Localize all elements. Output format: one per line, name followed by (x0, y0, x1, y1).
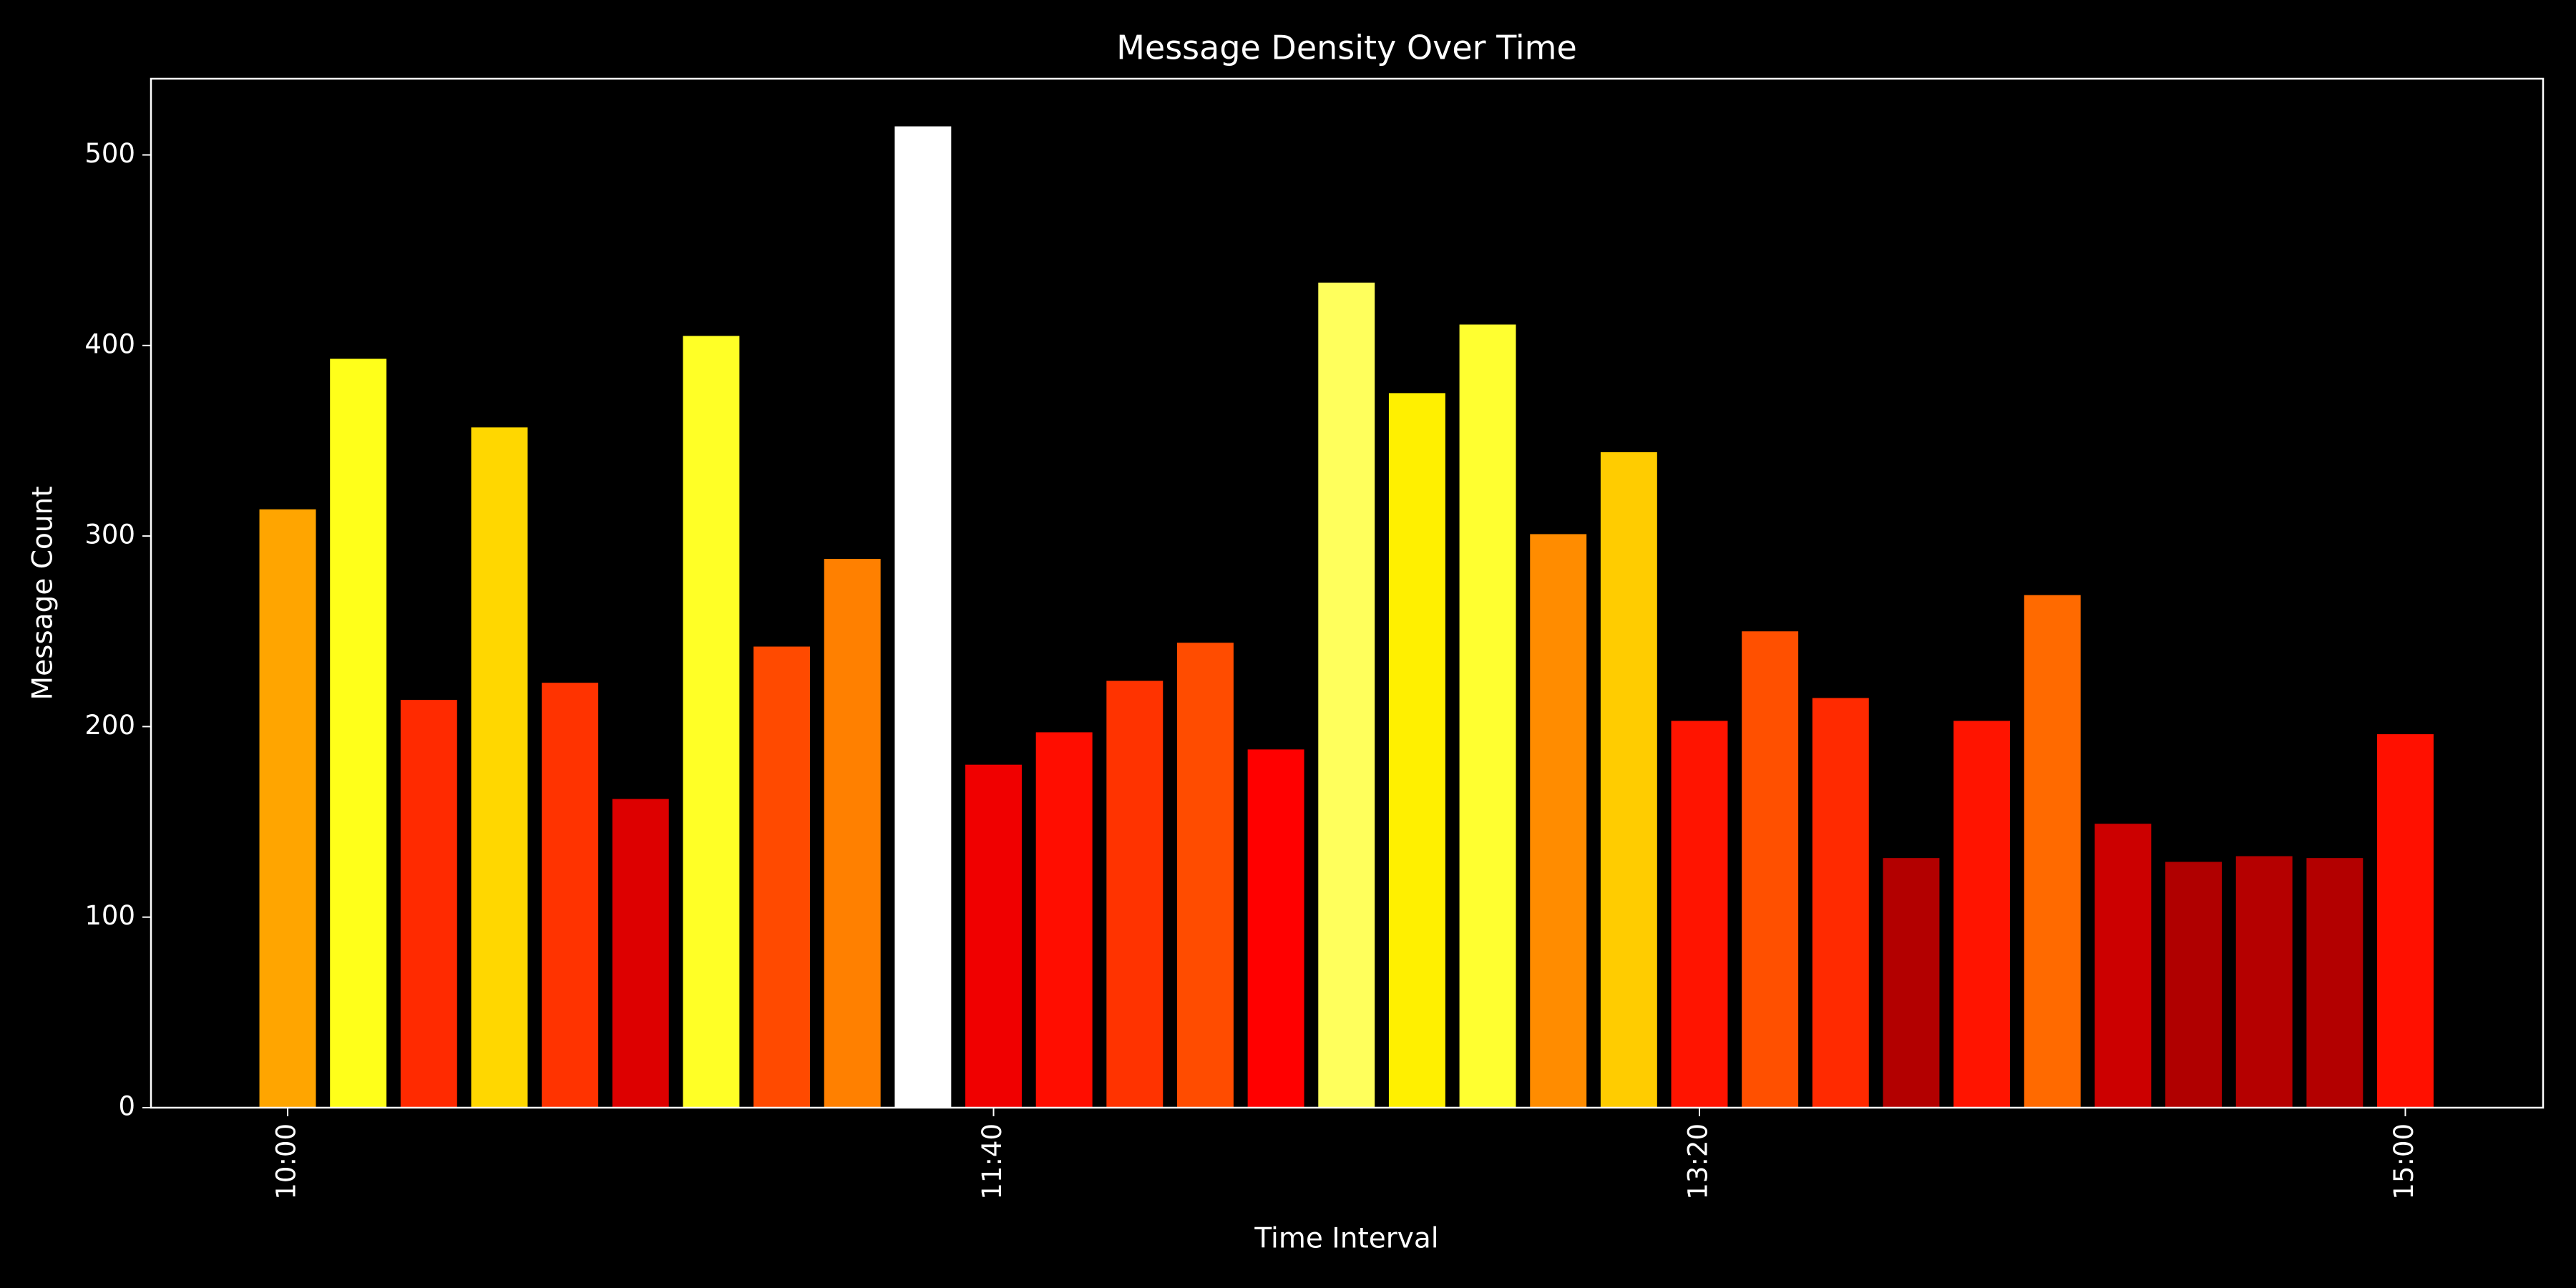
bar (753, 646, 811, 1108)
bar (2377, 734, 2434, 1108)
bar (1388, 393, 1445, 1108)
bar (824, 559, 881, 1108)
x-axis-label: Time Interval (1254, 1223, 1438, 1255)
chart-title: Message Density Over Time (1116, 29, 1577, 67)
bar (1459, 324, 1516, 1108)
bar (2094, 824, 2152, 1108)
bar (2165, 862, 2223, 1108)
bar (1035, 732, 1093, 1108)
bar (1671, 721, 1728, 1108)
x-tick-label: 11:40 (977, 1123, 1008, 1200)
bar (612, 799, 669, 1108)
bar (330, 358, 387, 1108)
bar (2306, 858, 2363, 1108)
y-tick-label: 0 (118, 1091, 135, 1122)
bar (1247, 749, 1304, 1108)
x-tick-label: 13:20 (1683, 1123, 1714, 1200)
y-axis-label: Message Count (27, 486, 59, 700)
plot-frame (150, 77, 2545, 1109)
bar (1812, 698, 1869, 1108)
bar (400, 700, 457, 1108)
bar (542, 683, 599, 1108)
bar (1176, 643, 1234, 1108)
y-tick-label: 400 (84, 328, 135, 359)
bar (1953, 721, 2011, 1108)
y-tick-label: 100 (84, 900, 135, 931)
bar (965, 764, 1022, 1108)
y-tick-label: 300 (84, 519, 135, 550)
bar (1530, 534, 1587, 1108)
x-tick-label: 10:00 (271, 1123, 302, 1200)
y-tick-label: 200 (84, 710, 135, 741)
bar (1106, 680, 1163, 1108)
bar (1318, 282, 1375, 1108)
y-tick-label: 500 (84, 138, 135, 169)
bar (2235, 856, 2293, 1108)
x-tick-label: 15:00 (2389, 1123, 2419, 1200)
bar (1600, 452, 1657, 1108)
bar (471, 427, 528, 1108)
bar (1742, 631, 1799, 1108)
bar (259, 509, 316, 1108)
bar (683, 336, 740, 1108)
bar (894, 126, 952, 1108)
bar (2024, 595, 2081, 1108)
bar (1883, 858, 1940, 1108)
